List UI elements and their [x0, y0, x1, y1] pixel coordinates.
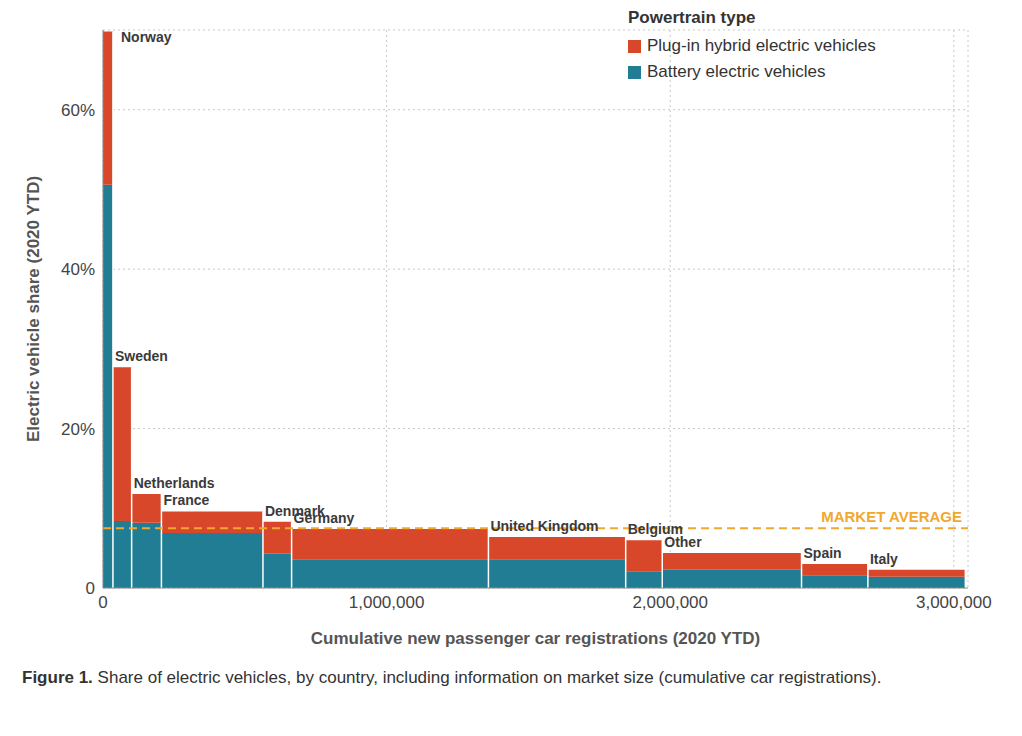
svg-text:3,000,000: 3,000,000	[916, 593, 992, 612]
svg-text:Netherlands: Netherlands	[134, 475, 215, 491]
svg-text:France: France	[163, 492, 209, 508]
svg-text:United Kingdom: United Kingdom	[490, 518, 598, 534]
svg-text:Belgium: Belgium	[627, 521, 683, 538]
svg-text:Spain: Spain	[804, 545, 842, 561]
html-text:Battery electric vehicles: Battery electric vehicles	[647, 62, 826, 81]
html-text:Powertrain type: Powertrain type	[628, 8, 756, 27]
svg-text:Norway: Norway	[121, 29, 172, 45]
svg-text:40%: 40%	[61, 260, 95, 279]
svg-text:MARKET AVERAGE: MARKET AVERAGE	[821, 508, 962, 525]
svg-text:2,000,000: 2,000,000	[632, 593, 708, 612]
svg-text:0: 0	[98, 593, 107, 612]
svg-text:Italy: Italy	[870, 551, 898, 567]
svg-text:Electric vehicle share (2020 Y: Electric vehicle share (2020 YTD)	[24, 176, 43, 442]
svg-text:Cumulative new passenger car r: Cumulative new passenger car registratio…	[311, 629, 760, 648]
svg-text:Sweden: Sweden	[115, 348, 168, 364]
html-text:Figure 1. Share of electric ve: Figure 1. Share of electric vehicles, by…	[22, 668, 882, 687]
svg-text:1,000,000: 1,000,000	[349, 593, 425, 612]
svg-text:Other: Other	[664, 534, 702, 550]
html-text:Plug-in hybrid electric vehicl: Plug-in hybrid electric vehicles	[647, 36, 876, 55]
svg-text:Germany: Germany	[294, 510, 355, 526]
svg-text:0: 0	[86, 579, 95, 598]
svg-text:60%: 60%	[61, 101, 95, 120]
svg-text:20%: 20%	[61, 420, 95, 439]
